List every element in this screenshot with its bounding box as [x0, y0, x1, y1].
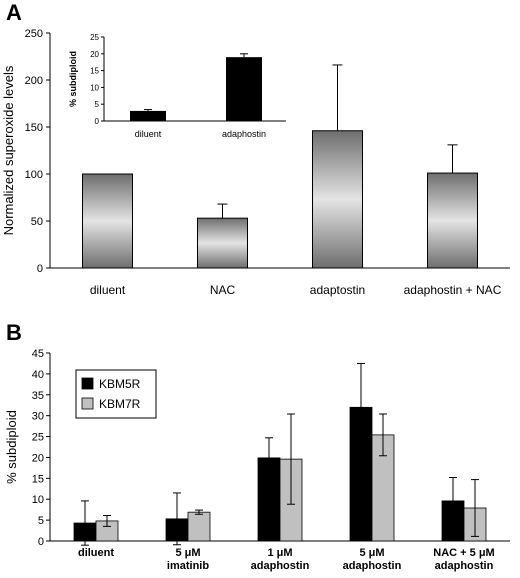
b-y-tick-label: 20 [32, 452, 44, 464]
b-category-label: 5 μM [175, 547, 200, 559]
a-bar [312, 130, 363, 269]
inset-y-tick-label: 20 [90, 50, 99, 59]
a-category-label: NAC [210, 283, 236, 297]
inset-y-tick-label: 5 [95, 100, 100, 109]
b-category-label: 1 μM [267, 547, 292, 559]
panel-b-label: B [6, 320, 22, 345]
b-y-tick-label: 35 [32, 390, 44, 402]
panel-a-label: A [6, 0, 22, 25]
a-category-label: diluent [90, 283, 126, 297]
a-y-tick-label: 50 [31, 216, 43, 228]
b-y-tick-label: 0 [38, 536, 44, 548]
a-bar [427, 172, 478, 269]
b-y-tick-label: 5 [38, 515, 44, 527]
b-legend-swatch [81, 397, 94, 410]
inset-y-tick-label: 10 [90, 83, 99, 92]
inset-category-label: adaphostin [222, 129, 266, 139]
b-legend-label: KBM7R [99, 397, 141, 411]
a-y-tick-label: 200 [25, 75, 43, 87]
b-y-tick-label: 45 [32, 348, 44, 360]
b-category-label: NAC + 5 μM [433, 547, 494, 559]
inset-category-label: diluent [135, 129, 162, 139]
b-category-label: adaphostin [251, 560, 310, 572]
a-y-tick-label: 100 [25, 169, 43, 181]
a-category-label: adaphostin + NAC [404, 283, 502, 297]
b-category-label: 5 μM [359, 547, 384, 559]
b-legend-swatch [81, 377, 94, 390]
b-category-label: diluent [78, 547, 114, 559]
b-y-tick-label: 25 [32, 432, 44, 444]
a-y-tick-label: 250 [25, 28, 43, 40]
b-category-label: imatinib [167, 560, 209, 572]
inset-y-tick-label: 0 [95, 117, 100, 126]
b-category-label: adaphostin [435, 560, 494, 572]
b-y-tick-label: 10 [32, 494, 44, 506]
inset-bar [130, 110, 166, 121]
chart-a-inset: 0 5 10 15 20 25 diluent adaphostin % subdiploid [68, 33, 286, 139]
a-category-label: adaptostin [310, 283, 365, 297]
a-y-tick-label: 0 [37, 263, 43, 275]
b-y-axis-label: % subdiploid [4, 410, 19, 484]
inset-y-axis-label: % subdiploid [68, 51, 78, 107]
a-y-tick-label: 150 [25, 122, 43, 134]
b-y-tick-label: 40 [32, 369, 44, 381]
inset-y-tick-label: 25 [90, 33, 99, 42]
inset-bar [226, 57, 262, 121]
b-y-tick-label: 30 [32, 411, 44, 423]
a-bar [82, 173, 133, 269]
inset-y-tick-label: 15 [90, 67, 99, 76]
b-bar-kbm7r [187, 511, 211, 542]
a-bar [197, 217, 248, 269]
b-category-label: adaphostin [343, 560, 402, 572]
b-y-tick-label: 15 [32, 473, 44, 485]
b-legend-label: KBM5R [99, 377, 141, 391]
a-y-axis-label: Normalized superoxide levels [1, 65, 16, 235]
